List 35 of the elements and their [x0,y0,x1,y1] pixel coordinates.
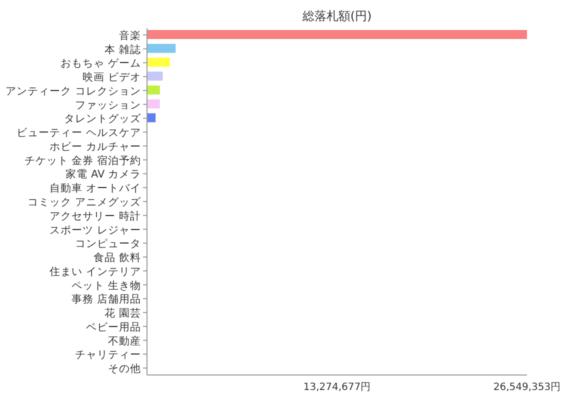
y-tick-label: コンピュータ [75,238,141,250]
y-tick-label: スポーツ レジャー [50,224,141,236]
y-tick-label: 音楽 [119,28,141,42]
y-tick-label: ビューティー ヘルスケア [16,127,141,140]
y-tick-label: タレントグッズ [64,113,142,126]
y-tick-label: 住まい インテリア [50,266,141,278]
y-tick-label: 映画 ビデオ [82,70,141,84]
y-tick-label: 花 園芸 [104,306,141,320]
y-tick-label: ファッション [75,99,141,112]
y-tick-label: チケット 金券 宿泊予約 [24,154,141,167]
y-tick-label: 家電 AV カメラ [66,168,141,181]
y-tick-label: 本 雑誌 [104,42,141,56]
x-tick-label: 26,549,353円 [493,382,561,394]
bar [147,58,170,67]
y-tick-label: チャリティー [75,349,141,362]
y-tick-label: アクセサリー 時計 [50,209,141,222]
bar [147,30,527,39]
bar [147,113,156,122]
bar [147,86,160,95]
y-tick-label: コミック アニメグッズ [28,196,142,208]
x-tick-label: 13,274,677円 [303,382,371,394]
y-tick-label: ホビー カルチャー [50,140,141,153]
y-tick-label: 自動車 オートバイ [50,182,141,195]
y-tick-label: 食品 飲料 [94,251,141,264]
y-tick-label: おもちゃ ゲーム [60,58,141,70]
bar [147,99,160,108]
y-tick-label: 不動産 [108,334,141,348]
y-tick-label: 事務 店舗用品 [72,292,141,306]
bar [147,44,176,53]
bar [147,72,163,81]
y-tick-label: アンティーク コレクション [6,85,141,98]
y-tick-label: ベビー用品 [86,321,141,334]
chart-title: 総落札額(円) [301,8,373,25]
y-tick-label: ペット 生き物 [72,278,141,292]
y-tick-label: その他 [108,363,141,376]
